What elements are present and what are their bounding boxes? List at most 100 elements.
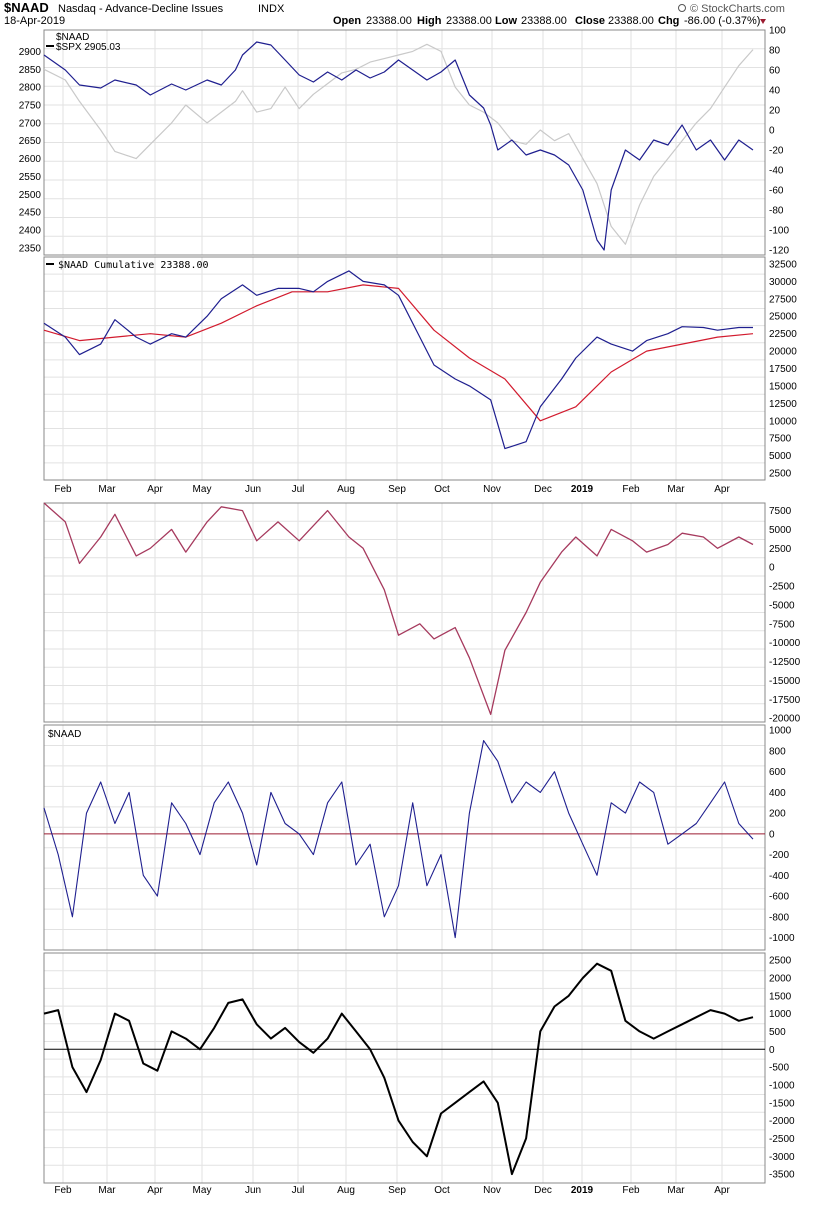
y-right-tick-label: 27500	[769, 294, 797, 305]
y-right-tick-label: -3000	[769, 1152, 795, 1163]
panel-frame	[43, 952, 766, 1184]
y-left-tick-label: 2500	[19, 190, 42, 201]
y-right-tick-label: 200	[769, 809, 786, 820]
x-tick-label: Nov	[483, 484, 501, 495]
y-right-tick-label: 1500	[769, 991, 792, 1002]
x-tick-label: Apr	[714, 484, 730, 495]
naad-line	[43, 41, 754, 251]
x-tick-label: Apr	[714, 1185, 730, 1196]
naad-oscillator-line	[43, 740, 754, 939]
y-right-tick-label: -600	[769, 892, 789, 903]
x-tick-label: Sep	[388, 1185, 406, 1196]
y-right-tick-label: 7500	[769, 434, 792, 445]
y-right-tick-label: 800	[769, 746, 786, 757]
y-right-tick-label: -12500	[769, 657, 801, 668]
exchange: INDX	[258, 3, 285, 15]
y-right-tick-label: -1000	[769, 933, 795, 944]
x-tick-label: Jul	[292, 1185, 305, 1196]
y-left-tick-label: 2700	[19, 118, 42, 129]
x-tick-label: May	[193, 484, 212, 495]
y-right-tick-label: 0	[769, 563, 775, 574]
open-value: 23388.00	[366, 15, 412, 27]
y-right-tick-label: -100	[769, 226, 789, 237]
y-right-tick-label: 0	[769, 126, 775, 137]
y-left-tick-label: 2650	[19, 136, 42, 147]
y-right-tick-label: -200	[769, 850, 789, 861]
x-tick-label: Feb	[622, 1185, 640, 1196]
y-right-tick-label: 80	[769, 46, 781, 57]
cumulative-average-line	[43, 284, 754, 422]
y-right-tick-label: 12500	[769, 399, 797, 410]
x-tick-label: Nov	[483, 1185, 501, 1196]
y-right-tick-label: 1000	[769, 1009, 792, 1020]
y-right-tick-label: -500	[769, 1063, 789, 1074]
y-right-tick-label: -120	[769, 246, 789, 257]
symbol: $NAAD	[4, 0, 49, 15]
y-right-tick-label: 0	[769, 829, 775, 840]
open-label: Open	[333, 15, 361, 27]
x-tick-label: Feb	[54, 1185, 72, 1196]
y-right-tick-label: -17500	[769, 695, 801, 706]
y-right-tick-label: 1000	[769, 726, 792, 737]
y-right-tick-label: -1500	[769, 1098, 795, 1109]
y-right-tick-label: 32500	[769, 259, 797, 270]
y-right-tick-label: -2500	[769, 1134, 795, 1145]
y-right-tick-label: 10000	[769, 416, 797, 427]
chg-label: Chg	[658, 15, 679, 27]
y-right-tick-label: 2500	[769, 956, 792, 967]
y-left-tick-label: 2900	[19, 47, 42, 58]
y-right-tick-label: 600	[769, 767, 786, 778]
x-tick-label: Mar	[98, 1185, 116, 1196]
y-right-tick-label: 20000	[769, 347, 797, 358]
y-left-tick-label: 2850	[19, 65, 42, 76]
brand-logo-icon	[678, 4, 686, 12]
y-left-tick-label: 2450	[19, 208, 42, 219]
panel-frame	[43, 724, 766, 951]
y-right-tick-label: 0	[769, 1045, 775, 1056]
y-right-tick-label: 15000	[769, 381, 797, 392]
y-right-tick-label: 500	[769, 1027, 786, 1038]
y-right-tick-label: -2500	[769, 582, 795, 593]
x-tick-label: Feb	[54, 484, 72, 495]
legend-spx: $SPX 2905.03	[56, 42, 121, 53]
y-right-tick-label: 2500	[769, 544, 792, 555]
y-right-tick-label: 60	[769, 66, 781, 77]
x-tick-label: Oct	[434, 1185, 450, 1196]
y-right-tick-label: -2000	[769, 1116, 795, 1127]
y-right-tick-label: -400	[769, 871, 789, 882]
x-tick-label: Dec	[534, 484, 552, 495]
x-tick-label: Aug	[337, 1185, 355, 1196]
y-right-tick-label: 30000	[769, 277, 797, 288]
y-right-tick-label: -1000	[769, 1080, 795, 1091]
y-right-tick-label: -80	[769, 206, 784, 217]
y-right-tick-label: -3500	[769, 1170, 795, 1181]
high-value: 23388.00	[446, 15, 492, 27]
x-tick-label: Sep	[388, 484, 406, 495]
y-right-tick-label: -60	[769, 186, 784, 197]
y-right-tick-label: -800	[769, 912, 789, 923]
x-tick-label: Dec	[534, 1185, 552, 1196]
x-tick-label: Jun	[245, 1185, 261, 1196]
y-left-tick-label: 2400	[19, 226, 42, 237]
x-tick-label: 2019	[571, 1185, 594, 1196]
y-right-tick-label: 7500	[769, 506, 792, 517]
y-right-tick-label: 20	[769, 106, 781, 117]
x-tick-label: Apr	[147, 484, 163, 495]
close-value: 23388.00	[608, 15, 654, 27]
spx-line	[43, 43, 754, 245]
low-label: Low	[495, 15, 517, 27]
description: Nasdaq - Advance-Decline Issues	[58, 3, 224, 15]
x-tick-label: May	[193, 1185, 212, 1196]
y-left-tick-label: 2350	[19, 243, 42, 254]
y-right-tick-label: 22500	[769, 329, 797, 340]
chg-value: -86.00 (-0.37%)	[684, 15, 760, 27]
y-left-tick-label: 2750	[19, 101, 42, 112]
panel-frame	[43, 29, 766, 256]
x-tick-label: Aug	[337, 484, 355, 495]
y-left-tick-label: 2550	[19, 172, 42, 183]
y-right-tick-label: 5000	[769, 525, 792, 536]
x-tick-label: Feb	[622, 484, 640, 495]
panel3-line	[43, 502, 754, 716]
